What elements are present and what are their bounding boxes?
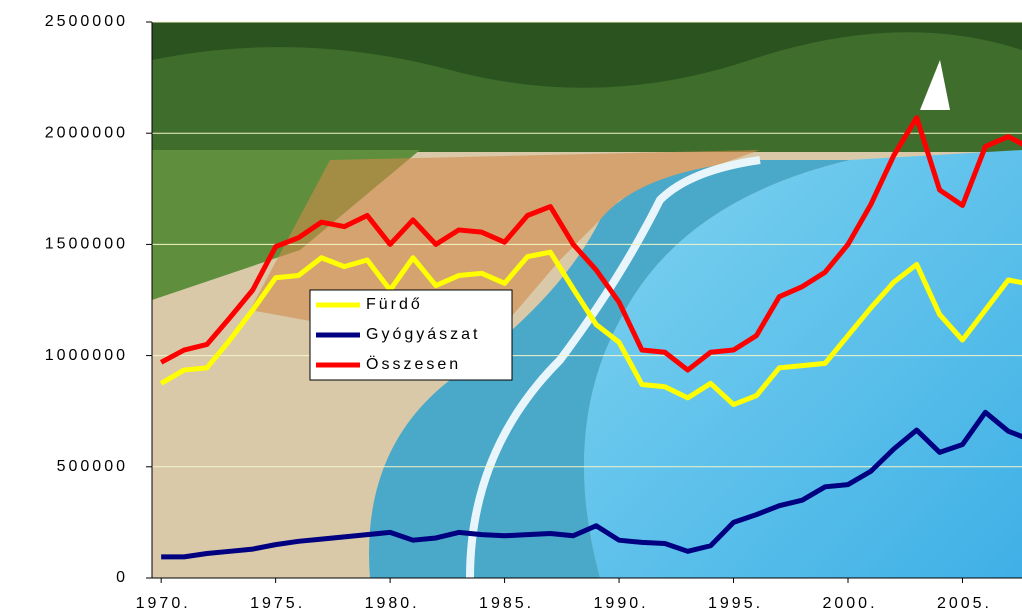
series-line [159,249,1022,408]
series-line [159,115,1022,373]
legend: Fürdő Gyógyászat Összesen [309,289,513,381]
y-tick-label: 1000000 [45,347,128,364]
x-tick-label: 1990. [594,595,649,612]
background-photo [152,22,1022,578]
series-line [161,409,1022,560]
legend-label: Gyógyászat [366,326,480,343]
x-tick-label: 1970. [136,595,191,612]
y-tick-label: 2500000 [45,13,128,30]
x-tick-label: 1980. [365,595,420,612]
x-tick-label: 1995. [708,595,763,612]
y-tick-label: 500000 [57,458,128,475]
y-tick-label: 0 [116,569,128,586]
y-tick-label: 2000000 [45,124,128,141]
y-tick-label: 1500000 [45,236,128,253]
x-tick-label: 2005. [937,595,992,612]
x-tick-label: 1975. [250,595,305,612]
x-tick-label: 1985. [479,595,534,612]
legend-label: Összesen [366,355,461,373]
x-tick-label: 2000. [822,595,877,612]
legend-label: Fürdő [366,296,423,313]
